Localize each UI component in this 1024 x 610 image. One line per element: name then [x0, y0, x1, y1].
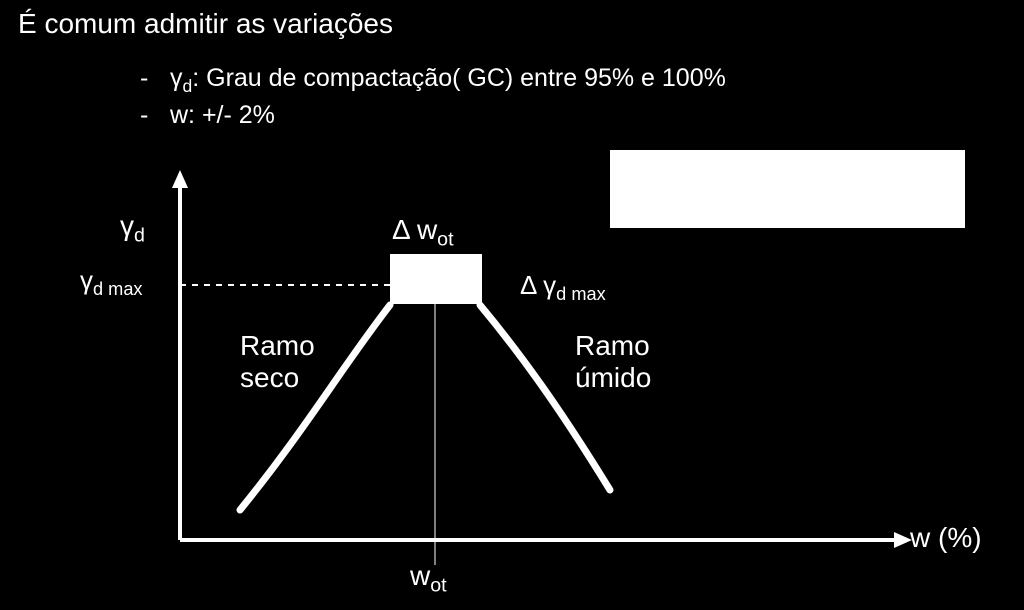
y-axis-arrow [172, 170, 188, 188]
ramo-seco-2: seco [240, 362, 299, 393]
ramo-umido-label: Ramo úmido [575, 330, 651, 394]
delta-w-sub: ot [437, 229, 453, 251]
gamma-max-sub: d max [93, 279, 143, 299]
bullet-dash: - [140, 99, 170, 133]
bullet-2: - w: +/- 2% [140, 99, 726, 133]
bullet-dash: - [140, 62, 170, 96]
compaction-chart: γd γd max Δ wot Δ γd max Ramo seco Ramo … [80, 170, 950, 590]
bullet-1-text: γd: Grau de compactação( GC) entre 95% e… [170, 62, 726, 99]
delta-g-text: Δ γ [520, 270, 556, 300]
ramo-seco-label: Ramo seco [240, 330, 315, 394]
delta-gamma-d-max-label: Δ γd max [520, 270, 606, 305]
bullet-1-rest: : Grau de compactação( GC) entre 95% e 1… [192, 64, 726, 92]
gamma-d-max-label: γd max [80, 265, 143, 300]
bullet-list: - γd: Grau de compactação( GC) entre 95%… [140, 62, 726, 132]
slide-title: É comum admitir as variações [18, 8, 393, 40]
y-axis-label: γd [120, 210, 145, 248]
gamma-sub: d [183, 76, 193, 96]
delta-g-sub: d max [556, 284, 606, 304]
bullet-2-text: w: +/- 2% [170, 99, 275, 133]
ramo-umido-1: Ramo [575, 330, 650, 361]
delta-w-ot-label: Δ wot [392, 214, 454, 252]
delta-w-text: Δ w [392, 214, 437, 245]
w-ot-sub: ot [430, 575, 446, 597]
bullet-1: - γd: Grau de compactação( GC) entre 95%… [140, 62, 726, 99]
delta-box [390, 254, 482, 304]
gamma-max-gamma: γ [80, 265, 93, 295]
ramo-umido-2: úmido [575, 362, 651, 393]
x-axis-label: w (%) [910, 522, 982, 554]
y-axis-gamma: γ [120, 210, 134, 241]
chart-svg [80, 170, 950, 600]
gamma-symbol: γ [170, 64, 183, 92]
y-axis-sub: d [134, 225, 145, 247]
w-ot-text: w [410, 560, 430, 591]
ramo-seco-1: Ramo [240, 330, 315, 361]
slide: É comum admitir as variações - γd: Grau … [0, 0, 1024, 610]
w-ot-label: wot [410, 560, 447, 598]
